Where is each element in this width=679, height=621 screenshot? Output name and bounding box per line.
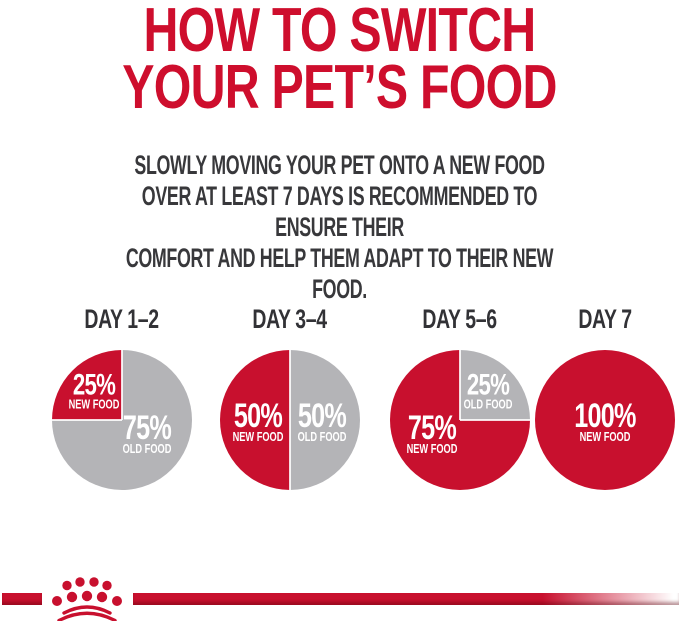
subtitle-line-3: COMFORT AND HELP THEM ADAPT TO THEIR NEW… — [125, 243, 554, 304]
footer-bar-right — [133, 593, 679, 605]
slice-label-old-food: 25% OLD FOOD — [463, 368, 513, 412]
day-7-column: DAY 7 100% NEW FOOD — [535, 304, 675, 490]
slice-label-new-food: 50% NEW FOOD — [232, 396, 284, 444]
title-line-1: HOW TO SWITCH — [143, 0, 537, 65]
pie-chart-day-3-4: 50% NEW FOOD 50% OLD FOOD — [220, 350, 360, 490]
subtitle: SLOWLY MOVING YOUR PET ONTO A NEW FOOD O… — [0, 150, 679, 305]
slice-divider — [52, 419, 122, 421]
slice-label-old-food: 50% OLD FOOD — [297, 396, 347, 444]
slice-divider — [459, 350, 461, 420]
royal-canin-crown-icon — [52, 577, 122, 621]
page-title: HOW TO SWITCH YOUR PET’S FOOD — [0, 0, 679, 122]
day-1-2-label: DAY 1–2 — [84, 304, 160, 334]
slice-divider — [121, 350, 123, 420]
day-1-2-column: DAY 1–2 25% NEW FOOD 75% OLD FOOD — [52, 304, 192, 490]
subtitle-line-2: OVER AT LEAST 7 DAYS IS RECOMMENDED TO E… — [141, 181, 538, 242]
slice-divider — [460, 419, 530, 421]
pie-chart-day-7: 100% NEW FOOD — [535, 350, 675, 490]
day-3-4-column: DAY 3–4 50% NEW FOOD 50% OLD FOOD — [220, 304, 360, 490]
slice-label-new-food: 75% NEW FOOD — [406, 409, 458, 457]
slice-divider — [289, 350, 291, 490]
slice-label-old-food: 75% OLD FOOD — [122, 409, 172, 457]
day-5-6-column: DAY 5–6 25% OLD FOOD 75% NEW FOOD — [390, 304, 530, 490]
title-line-2: YOUR PET’S FOOD — [122, 53, 557, 122]
pie-chart-day-5-6: 25% OLD FOOD 75% NEW FOOD — [390, 350, 530, 490]
day-7-label: DAY 7 — [578, 304, 632, 334]
day-3-4-label: DAY 3–4 — [252, 304, 328, 334]
slice-label-new-food: 25% NEW FOOD — [68, 368, 120, 412]
day-5-6-label: DAY 5–6 — [422, 304, 498, 334]
subtitle-line-1: SLOWLY MOVING YOUR PET ONTO A NEW FOOD — [134, 150, 545, 180]
footer-bar-left — [2, 593, 42, 605]
pie-chart-day-1-2: 25% NEW FOOD 75% OLD FOOD — [52, 350, 192, 490]
slice-label-new-food: 100% NEW FOOD — [574, 396, 636, 444]
